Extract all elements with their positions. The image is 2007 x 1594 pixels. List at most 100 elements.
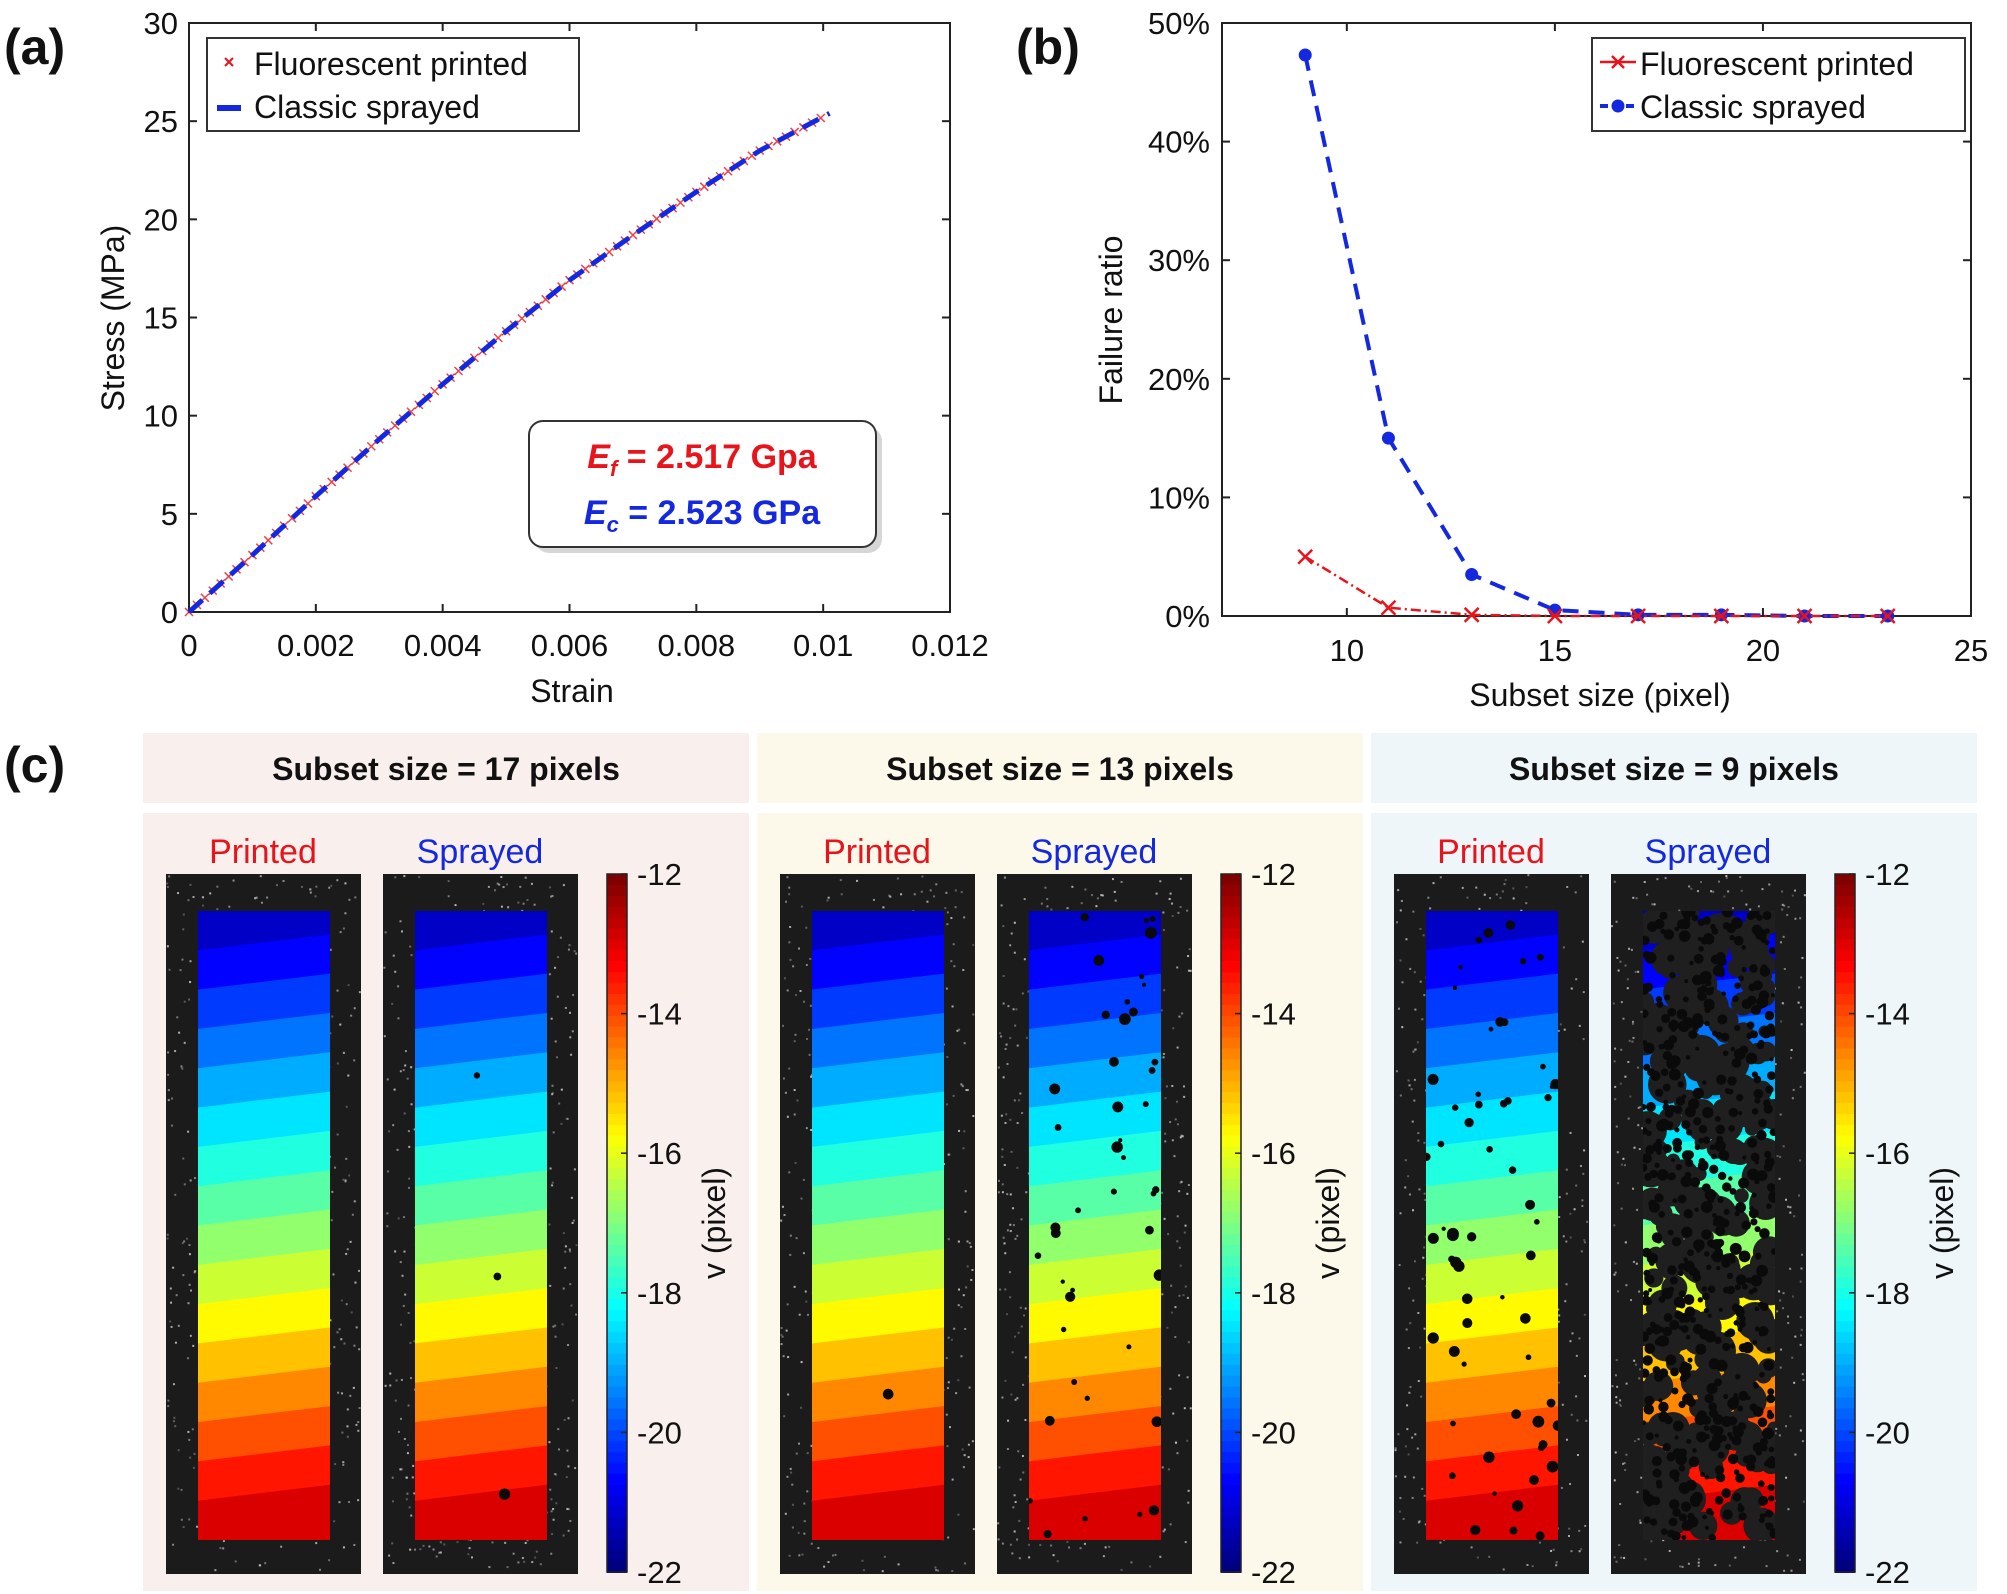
failure-point: [1139, 973, 1145, 980]
displacement-map-sprayed: [997, 874, 1192, 1574]
failure-point: [1671, 1387, 1679, 1395]
failure-point: [1656, 1169, 1669, 1181]
failure-point: [1694, 1207, 1699, 1212]
data-point: [1297, 548, 1314, 565]
failure-point: [1675, 1163, 1682, 1171]
failure-point: [1765, 1522, 1774, 1531]
failure-point: [1687, 1249, 1694, 1257]
failure-point: [1529, 1475, 1539, 1485]
failure-point: [1050, 1228, 1061, 1239]
failure-point: [1111, 1141, 1123, 1153]
y-axis-label-b: Failure ratio: [1093, 236, 1129, 405]
failure-point: [1733, 1048, 1746, 1060]
failure-point: [1691, 914, 1699, 922]
failure-point: [1700, 1471, 1706, 1478]
failure-point: [1701, 1229, 1712, 1240]
failure-point: [1450, 1420, 1456, 1427]
failure-point: [1655, 996, 1663, 1003]
colorbar-tick-label: -18: [1251, 1276, 1296, 1311]
failure-point: [1735, 1274, 1747, 1286]
y-tick-label: 30: [144, 6, 178, 41]
failure-point: [1661, 1014, 1671, 1023]
failure-point: [1671, 1236, 1682, 1247]
failure-point: [1427, 1232, 1439, 1244]
failure-point: [1681, 1520, 1693, 1532]
failure-point: [1723, 1208, 1730, 1216]
failure-point: [1437, 1140, 1445, 1148]
failure-point: [1724, 1443, 1731, 1450]
legend-a: Fluorescent printed Classic sprayed: [206, 37, 580, 132]
failure-point: [1768, 1495, 1775, 1502]
failure-point: [1745, 1052, 1758, 1065]
legend-marker-x: [224, 57, 234, 67]
failure-point: [1668, 1286, 1675, 1293]
map-column-17: Subset size = 17 pixels Printed Sprayed -12…: [143, 733, 749, 1591]
panel-label-c: (c): [4, 737, 65, 793]
failure-point: [1746, 1021, 1755, 1030]
failure-point: [1525, 1354, 1532, 1361]
failure-point: [1525, 1250, 1536, 1261]
failure-point: [1499, 1099, 1508, 1108]
failure-point: [1733, 935, 1744, 946]
failure-point: [1686, 1129, 1693, 1136]
failure-point: [1648, 1288, 1653, 1293]
failure-point: [1697, 991, 1707, 1002]
contour-band: [198, 1484, 330, 1540]
failure-point: [1643, 1103, 1647, 1111]
failure-point: [1648, 1199, 1657, 1209]
failure-point: [1667, 1354, 1673, 1361]
failure-point: [1770, 1248, 1775, 1255]
failure-point: [1683, 1294, 1695, 1305]
failure-point: [1662, 1326, 1673, 1337]
failure-point: [1643, 1420, 1647, 1426]
modulus-annotation: Ef = 2.517 Gpa Ec = 2.523 GPa: [528, 420, 882, 553]
failure-point: [1750, 1152, 1760, 1162]
failure-point: [1763, 1359, 1775, 1371]
failure-point: [1717, 1451, 1725, 1459]
failure-point: [1721, 1258, 1731, 1268]
failure-point: [1450, 1256, 1462, 1269]
failure-point: [1756, 914, 1763, 921]
failure-point: [1660, 1528, 1668, 1535]
modulus-sprayed: Ec = 2.523 GPa: [584, 494, 821, 537]
failure-point: [1752, 1382, 1758, 1388]
y-tick-label: 0%: [1165, 599, 1210, 634]
displacement-map-sprayed: [383, 874, 578, 1574]
y-tick-label: 0: [161, 595, 178, 630]
failure-point: [1697, 936, 1702, 941]
failure-point: [1764, 1010, 1775, 1021]
failure-point: [1708, 1533, 1717, 1540]
failure-point: [1748, 1208, 1759, 1219]
data-point: [1380, 599, 1397, 616]
failure-point: [1732, 995, 1739, 1003]
failure-point: [1678, 1465, 1686, 1472]
failure-point: [1754, 1226, 1761, 1233]
data-point: [628, 230, 638, 240]
failure-point: [1065, 1291, 1076, 1302]
failure-point: [1729, 1188, 1737, 1195]
failure-point: [1101, 1010, 1110, 1019]
failure-point: [1738, 1111, 1743, 1116]
failure-point: [1659, 911, 1668, 920]
failure-point: [1676, 1008, 1688, 1020]
y-tick-label: 40%: [1148, 125, 1210, 160]
failure-point: [1461, 1293, 1473, 1305]
failure-point: [1683, 1257, 1688, 1262]
failure-point: [1693, 1117, 1702, 1126]
failure-point: [1747, 1137, 1758, 1148]
failure-point: [1690, 1177, 1701, 1188]
failure-point: [1696, 1248, 1701, 1253]
failure-point: [1714, 1225, 1726, 1237]
failure-point: [1084, 1395, 1090, 1401]
failure-point: [1709, 1424, 1719, 1435]
image-label-printed: Printed: [823, 833, 931, 871]
failure-point: [1505, 920, 1516, 930]
failure-point: [1540, 1063, 1546, 1070]
failure-point: [1658, 1043, 1665, 1050]
stress-strain-chart: 0 0.002 0.004 0.006 0.008 0.01 0.012 0 5 10 15 20 25…: [95, 6, 989, 709]
failure-point: [1679, 1374, 1688, 1383]
failure-point: [1754, 1306, 1760, 1312]
failure-point: [498, 1488, 511, 1500]
failure-point: [1768, 947, 1775, 954]
colorbar: -12 -14 -16 -18 -20 -22 v (pixel): [1220, 857, 1346, 1590]
